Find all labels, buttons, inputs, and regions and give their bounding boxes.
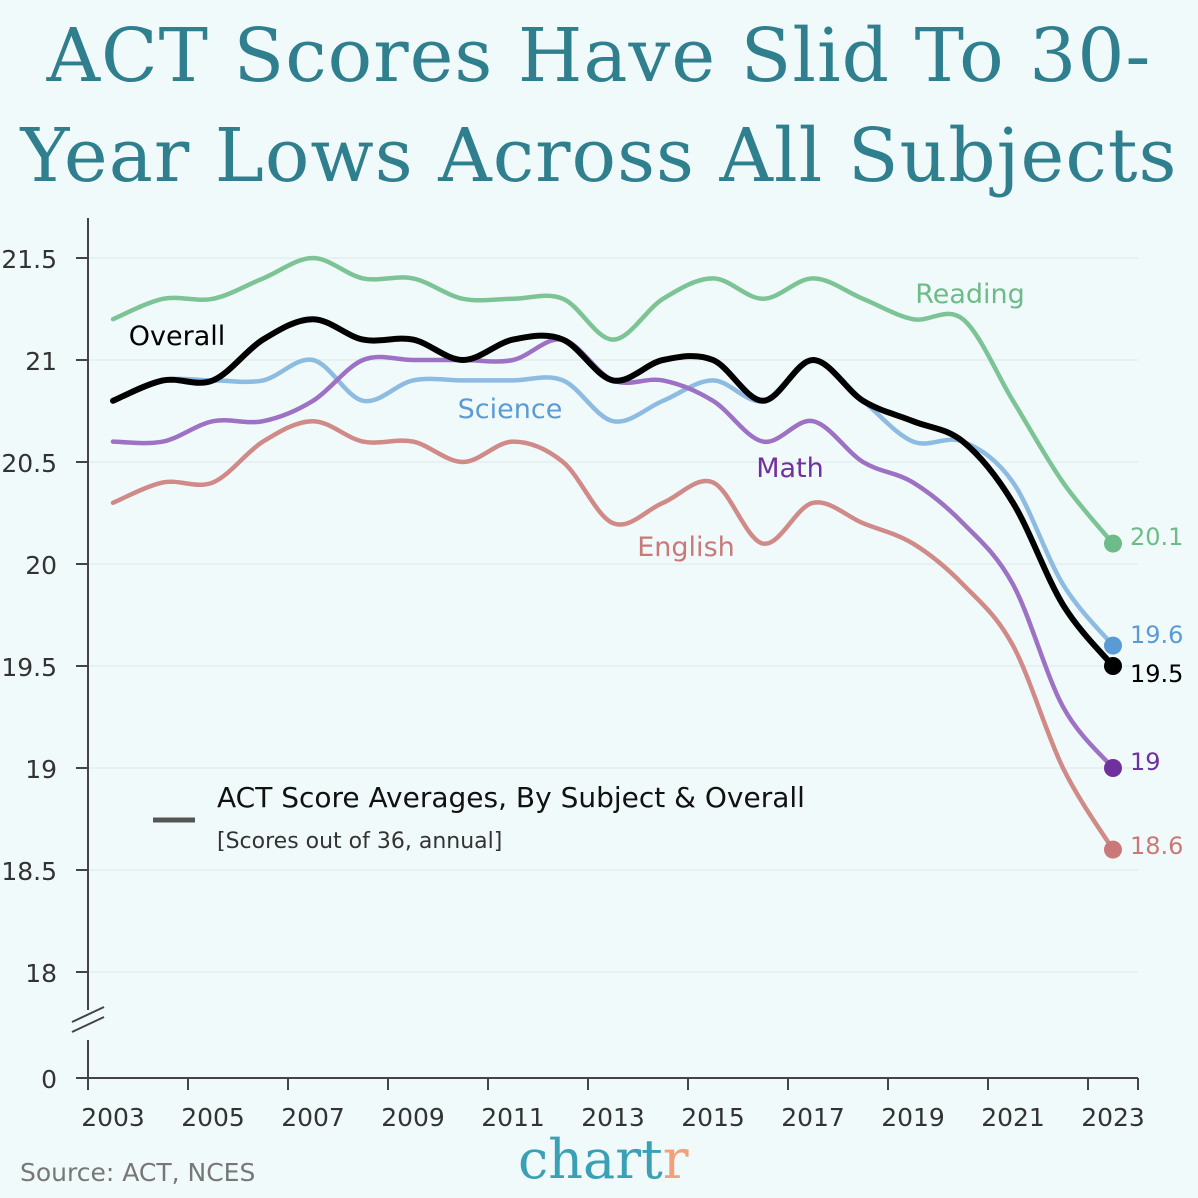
x-tick-label: 2017 bbox=[781, 1103, 845, 1132]
x-tick-label: 2011 bbox=[481, 1103, 545, 1132]
x-tick-label: 2019 bbox=[881, 1103, 945, 1132]
legend-title: ACT Score Averages, By Subject & Overall bbox=[217, 781, 805, 814]
series-line-math bbox=[110, 337, 1116, 771]
logo-accent: r bbox=[662, 1128, 689, 1191]
y-tick-label: 21 bbox=[25, 347, 57, 376]
legend-subtitle: [Scores out of 36, annual] bbox=[217, 829, 502, 854]
x-tick-label: 2023 bbox=[1081, 1103, 1145, 1132]
chartr-logo: chartr bbox=[518, 1128, 689, 1191]
end-point-science bbox=[1104, 636, 1122, 655]
end-label-math: 19 bbox=[1130, 748, 1161, 776]
end-point-english bbox=[1104, 840, 1122, 859]
end-label-reading: 20.1 bbox=[1130, 523, 1183, 551]
series-line-english bbox=[110, 418, 1116, 852]
y-tick-label: 0 bbox=[41, 1065, 57, 1094]
series-line-overall bbox=[110, 316, 1116, 669]
series-label-english: English bbox=[637, 532, 735, 563]
series-line-reading bbox=[110, 255, 1116, 546]
end-label-science: 19.6 bbox=[1130, 621, 1183, 649]
series-label-science: Science bbox=[458, 394, 563, 425]
end-point-math bbox=[1104, 759, 1122, 777]
y-tick-label: 21.5 bbox=[1, 245, 57, 274]
series-label-math: Math bbox=[756, 453, 824, 484]
x-tick-label: 2009 bbox=[381, 1103, 445, 1132]
y-tick-label: 18.5 bbox=[1, 857, 57, 886]
x-tick-label: 2005 bbox=[181, 1103, 245, 1132]
page-title: ACT Scores Have Slid To 30-Year Lows Acr… bbox=[20, 13, 1178, 199]
end-label-english: 18.6 bbox=[1130, 832, 1183, 860]
axis-break-mark bbox=[71, 1016, 105, 1033]
x-tick-label: 2015 bbox=[681, 1103, 745, 1132]
x-tick-label: 2013 bbox=[581, 1103, 645, 1132]
axis-break-mark bbox=[71, 1006, 105, 1023]
y-tick-label: 19 bbox=[25, 755, 57, 784]
logo-main: chart bbox=[518, 1128, 663, 1191]
end-point-reading bbox=[1104, 534, 1122, 553]
y-tick-label: 20 bbox=[25, 551, 57, 580]
series-label-reading: Reading bbox=[915, 279, 1025, 310]
series-line-science bbox=[110, 357, 1116, 648]
x-tick-label: 2007 bbox=[281, 1103, 345, 1132]
end-label-overall: 19.5 bbox=[1130, 660, 1183, 688]
y-tick-label: 20.5 bbox=[1, 449, 57, 478]
x-tick-label: 2003 bbox=[81, 1103, 145, 1132]
series-label-overall: Overall bbox=[129, 321, 226, 352]
x-tick-label: 2021 bbox=[981, 1103, 1045, 1132]
y-tick-label: 18 bbox=[25, 959, 57, 988]
y-tick-label: 19.5 bbox=[1, 653, 57, 682]
source-note: Source: ACT, NCES bbox=[20, 1158, 256, 1187]
end-point-overall bbox=[1104, 657, 1122, 675]
